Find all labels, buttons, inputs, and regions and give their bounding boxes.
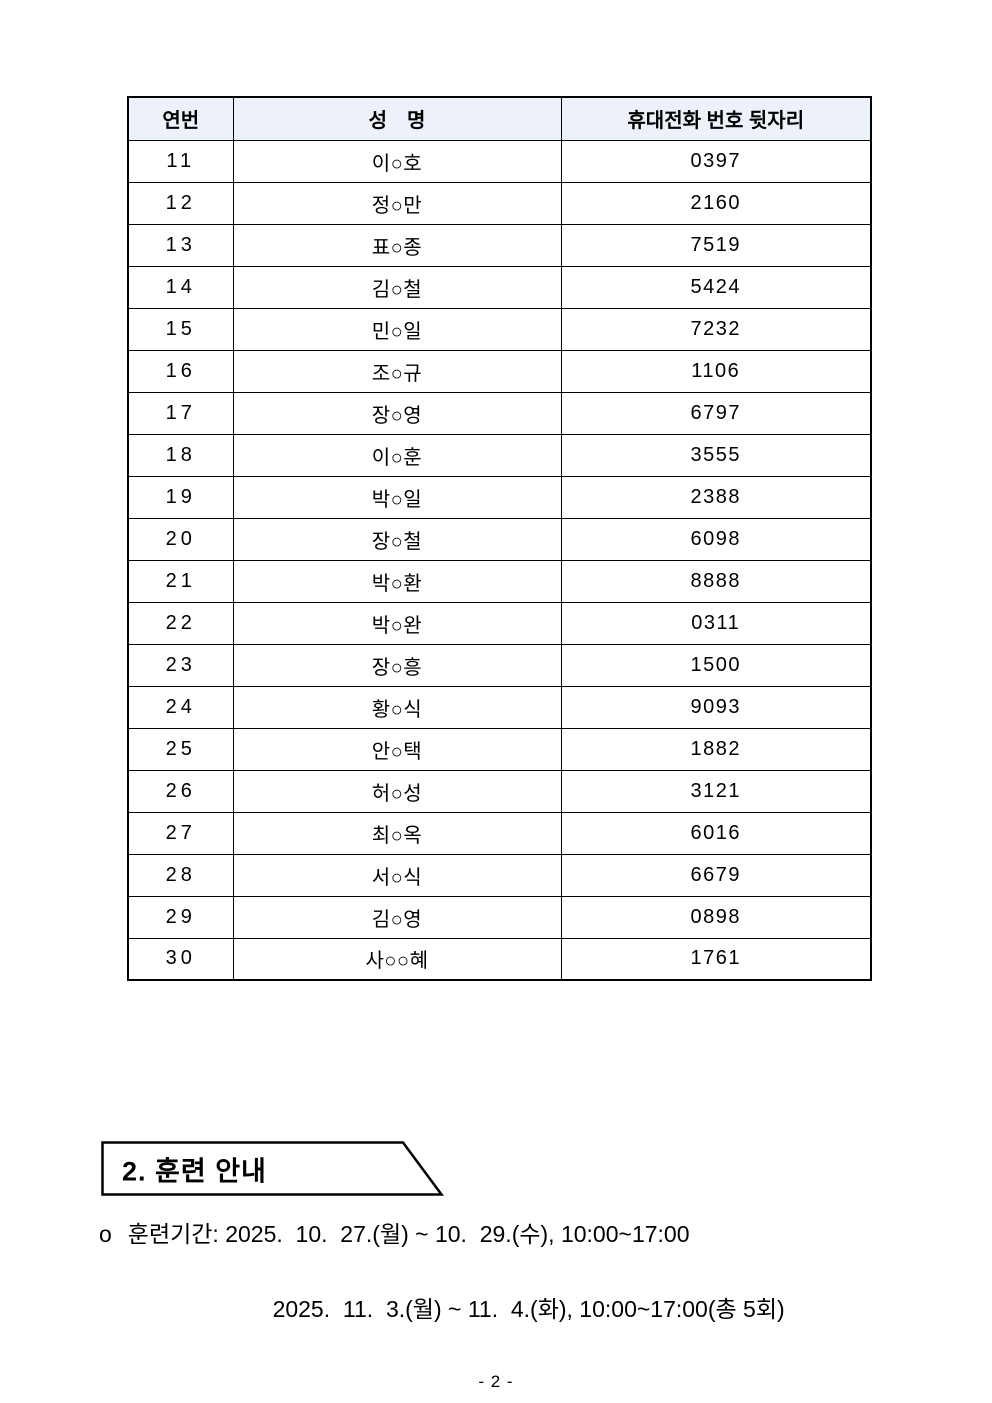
roster-table: 연번 성 명 휴대전화 번호 뒷자리 11 이○호 0397 12 정○만 21… xyxy=(127,96,872,981)
cell-phone-digits: 5424 xyxy=(560,265,872,309)
cell-name: 조○규 xyxy=(232,349,562,393)
cell-name: 박○환 xyxy=(232,559,562,603)
cell-serial-number: 26 xyxy=(127,769,234,813)
training-period-line-1: o 훈련기간: 2025. 10. 27.(월) ~ 10. 29.(수), 1… xyxy=(99,1221,690,1249)
training-period-text-2: 2025. 11. 3.(월) ~ 11. 4.(화), 10:00~17:00… xyxy=(272,1295,785,1322)
cell-name: 표○종 xyxy=(232,223,562,267)
cell-phone-digits: 7232 xyxy=(560,307,872,351)
page-number: - 2 - xyxy=(478,1372,514,1391)
header-name: 성 명 xyxy=(232,96,562,141)
table-row: 13 표○종 7519 xyxy=(127,223,872,267)
roster-table-header: 연번 성 명 휴대전화 번호 뒷자리 xyxy=(127,96,872,141)
cell-phone-digits: 0898 xyxy=(560,895,872,939)
cell-phone-digits: 0311 xyxy=(560,601,872,645)
table-row: 16 조○규 1106 xyxy=(127,349,872,393)
cell-serial-number: 20 xyxy=(127,517,234,561)
section-title: 2. 훈련 안내 xyxy=(122,1156,267,1187)
table-row: 26 허○성 3121 xyxy=(127,769,872,813)
cell-serial-number: 27 xyxy=(127,811,234,855)
training-period-text-1: 훈련기간: 2025. 10. 27.(월) ~ 10. 29.(수), 10:… xyxy=(127,1221,690,1247)
cell-name: 장○영 xyxy=(232,391,562,435)
cell-phone-digits: 0397 xyxy=(560,139,872,183)
cell-serial-number: 22 xyxy=(127,601,234,645)
roster-table-body: 11 이○호 0397 12 정○만 2160 13 표○종 7519 xyxy=(127,139,872,981)
cell-serial-number: 25 xyxy=(127,727,234,771)
table-row: 11 이○호 0397 xyxy=(127,139,872,183)
cell-name: 장○철 xyxy=(232,517,562,561)
cell-serial-number: 12 xyxy=(127,181,234,225)
cell-serial-number: 18 xyxy=(127,433,234,477)
cell-serial-number: 16 xyxy=(127,349,234,393)
table-row: 12 정○만 2160 xyxy=(127,181,872,225)
cell-serial-number: 15 xyxy=(127,307,234,351)
cell-name: 정○만 xyxy=(232,181,562,225)
section-banner: 2. 훈련 안내 xyxy=(101,1141,446,1198)
cell-name: 허○성 xyxy=(232,769,562,813)
bullet-marker: o xyxy=(99,1221,112,1247)
table-row: 18 이○훈 3555 xyxy=(127,433,872,477)
cell-phone-digits: 3121 xyxy=(560,769,872,813)
cell-phone-digits: 8888 xyxy=(560,559,872,603)
header-phone-digits: 휴대전화 번호 뒷자리 xyxy=(560,96,872,141)
cell-name: 이○훈 xyxy=(232,433,562,477)
banner-shape-icon xyxy=(101,1141,444,1196)
cell-phone-digits: 9093 xyxy=(560,685,872,729)
cell-serial-number: 23 xyxy=(127,643,234,687)
table-row: 19 박○일 2388 xyxy=(127,475,872,519)
table-row: 14 김○철 5424 xyxy=(127,265,872,309)
header-row: 연번 성 명 휴대전화 번호 뒷자리 xyxy=(127,96,872,141)
cell-phone-digits: 2388 xyxy=(560,475,872,519)
cell-name: 이○호 xyxy=(232,139,562,183)
cell-serial-number: 24 xyxy=(127,685,234,729)
cell-name: 박○완 xyxy=(232,601,562,645)
table-row: 23 장○흥 1500 xyxy=(127,643,872,687)
cell-name: 안○택 xyxy=(232,727,562,771)
cell-phone-digits: 1882 xyxy=(560,727,872,771)
cell-phone-digits: 6016 xyxy=(560,811,872,855)
cell-phone-digits: 2160 xyxy=(560,181,872,225)
table-row: 28 서○식 6679 xyxy=(127,853,872,897)
cell-serial-number: 13 xyxy=(127,223,234,267)
header-serial-number: 연번 xyxy=(127,96,234,141)
cell-phone-digits: 1761 xyxy=(560,937,872,981)
cell-serial-number: 11 xyxy=(127,139,234,183)
table-row: 17 장○영 6797 xyxy=(127,391,872,435)
table-row: 20 장○철 6098 xyxy=(127,517,872,561)
table-row: 15 민○일 7232 xyxy=(127,307,872,351)
cell-serial-number: 30 xyxy=(127,937,234,981)
cell-serial-number: 17 xyxy=(127,391,234,435)
cell-name: 민○일 xyxy=(232,307,562,351)
cell-name: 김○영 xyxy=(232,895,562,939)
cell-name: 최○옥 xyxy=(232,811,562,855)
table-row: 30 사○○혜 1761 xyxy=(127,937,872,981)
cell-serial-number: 21 xyxy=(127,559,234,603)
cell-phone-digits: 6098 xyxy=(560,517,872,561)
training-period-line-2: 2025. 11. 3.(월) ~ 11. 4.(화), 10:00~17:00… xyxy=(247,1268,785,1351)
cell-phone-digits: 3555 xyxy=(560,433,872,477)
cell-name: 서○식 xyxy=(232,853,562,897)
cell-serial-number: 19 xyxy=(127,475,234,519)
cell-phone-digits: 6679 xyxy=(560,853,872,897)
table-row: 22 박○완 0311 xyxy=(127,601,872,645)
table-row: 27 최○옥 6016 xyxy=(127,811,872,855)
cell-phone-digits: 6797 xyxy=(560,391,872,435)
table-row: 25 안○택 1882 xyxy=(127,727,872,771)
table-row: 21 박○환 8888 xyxy=(127,559,872,603)
cell-serial-number: 29 xyxy=(127,895,234,939)
table-row: 29 김○영 0898 xyxy=(127,895,872,939)
table-row: 24 황○식 9093 xyxy=(127,685,872,729)
cell-serial-number: 28 xyxy=(127,853,234,897)
cell-phone-digits: 1500 xyxy=(560,643,872,687)
cell-serial-number: 14 xyxy=(127,265,234,309)
cell-name: 박○일 xyxy=(232,475,562,519)
cell-name: 사○○혜 xyxy=(232,937,562,981)
cell-name: 김○철 xyxy=(232,265,562,309)
cell-phone-digits: 1106 xyxy=(560,349,872,393)
cell-phone-digits: 7519 xyxy=(560,223,872,267)
cell-name: 황○식 xyxy=(232,685,562,729)
cell-name: 장○흥 xyxy=(232,643,562,687)
